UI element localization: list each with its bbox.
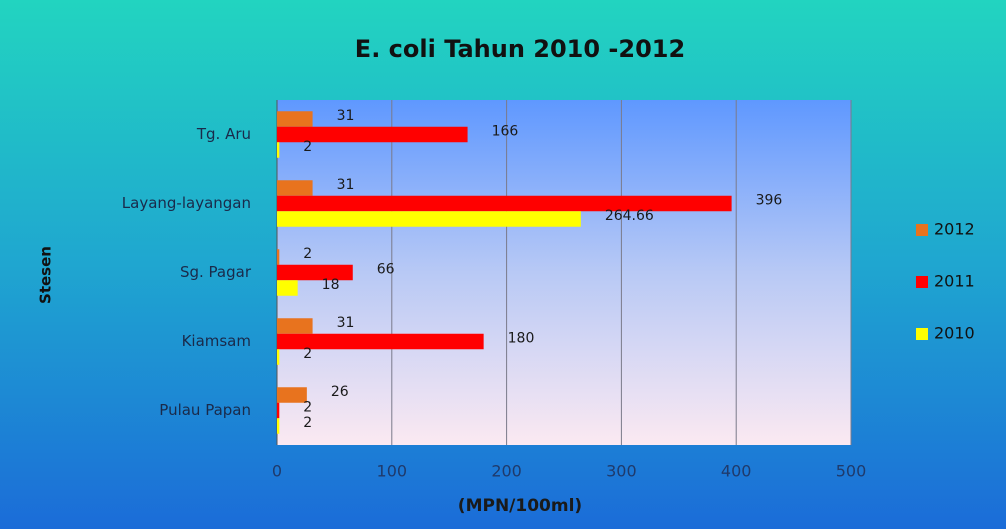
x-tick-label: 100 (377, 462, 408, 481)
value-label: 2 (303, 139, 312, 155)
value-label: 31 (337, 108, 355, 124)
bar (277, 402, 280, 419)
value-label: 66 (377, 262, 395, 278)
bar (277, 111, 313, 127)
x-tick-label: 200 (491, 462, 522, 481)
legend-label: 2010 (934, 324, 975, 343)
legend-swatch (916, 276, 928, 288)
bar (277, 349, 280, 365)
y-tick-label: Kiamsam (182, 332, 251, 350)
legend-label: 2012 (934, 220, 975, 239)
x-tick-label: 500 (836, 462, 867, 481)
bar (277, 318, 313, 334)
bar (277, 249, 280, 265)
bar (277, 387, 307, 403)
bar (277, 280, 298, 296)
legend-swatch (916, 328, 928, 340)
bar (277, 126, 468, 143)
bar (277, 180, 313, 196)
legend-swatch (916, 224, 928, 236)
x-tick-label: 0 (272, 462, 282, 481)
y-tick-label: Sg. Pagar (180, 263, 252, 281)
bar (277, 195, 732, 212)
value-label: 26 (331, 384, 349, 400)
y-tick-label: Layang-layangan (122, 194, 251, 212)
bar (277, 333, 484, 350)
value-label: 396 (756, 193, 783, 209)
y-axis-label: Stesen (37, 246, 55, 304)
x-tick-label: 300 (606, 462, 637, 481)
plot-area (277, 100, 851, 445)
value-label: 264.66 (605, 208, 654, 224)
bar (277, 418, 280, 434)
legend-label: 2011 (934, 272, 975, 291)
value-label: 180 (508, 331, 535, 347)
value-label: 2 (303, 400, 312, 416)
bar (277, 264, 353, 281)
bar (277, 142, 280, 158)
y-tick-label: Pulau Papan (159, 401, 251, 419)
value-label: 18 (322, 277, 340, 293)
bar (277, 211, 581, 227)
value-label: 166 (492, 124, 519, 140)
value-label: 2 (303, 346, 312, 362)
x-axis-label: (MPN/100ml) (458, 496, 582, 516)
value-label: 2 (303, 415, 312, 431)
chart-title: E. coli Tahun 2010 -2012 (355, 35, 685, 63)
y-tick-label: Tg. Aru (196, 125, 251, 143)
x-tick-label: 400 (721, 462, 752, 481)
value-label: 31 (337, 315, 355, 331)
value-label: 31 (337, 177, 355, 193)
value-label: 2 (303, 246, 312, 262)
